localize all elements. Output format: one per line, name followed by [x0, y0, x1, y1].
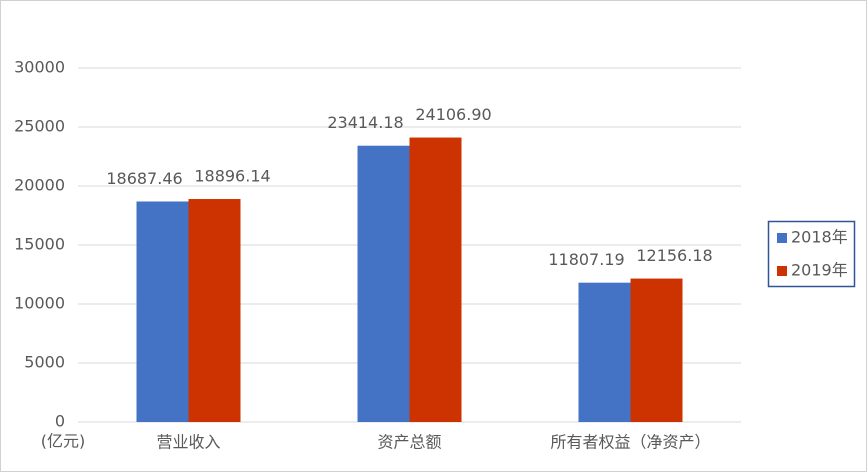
bar [357, 145, 410, 422]
y-tick-label: 25000 [14, 117, 65, 136]
x-tick-label: 营业收入 [156, 433, 220, 452]
legend-swatch [777, 266, 787, 276]
bar [578, 282, 631, 422]
value-label: 23414.18 [327, 113, 403, 132]
legend-swatch [777, 233, 787, 243]
y-tick-label: 0 [55, 412, 65, 431]
y-tick-label: 15000 [14, 235, 65, 254]
value-label: 18896.14 [194, 167, 270, 186]
value-label: 24106.90 [415, 105, 491, 124]
y-tick-label: 10000 [14, 294, 65, 313]
legend-label: 2018年 [791, 228, 848, 247]
x-tick-label: 资产总额 [377, 433, 441, 452]
value-label: 12156.18 [636, 246, 712, 265]
x-tick-label: 所有者权益（净资产） [550, 433, 710, 452]
bar [409, 137, 462, 422]
y-tick-label: 30000 [14, 58, 65, 77]
bar [188, 199, 241, 422]
y-axis-label: (亿元) [41, 432, 86, 451]
y-tick-label: 20000 [14, 176, 65, 195]
legend-label: 2019年 [791, 261, 848, 280]
bar [136, 201, 189, 422]
value-label: 11807.19 [548, 250, 624, 269]
y-tick-label: 5000 [24, 353, 65, 372]
bar [630, 278, 683, 422]
value-label: 18687.46 [106, 169, 182, 188]
